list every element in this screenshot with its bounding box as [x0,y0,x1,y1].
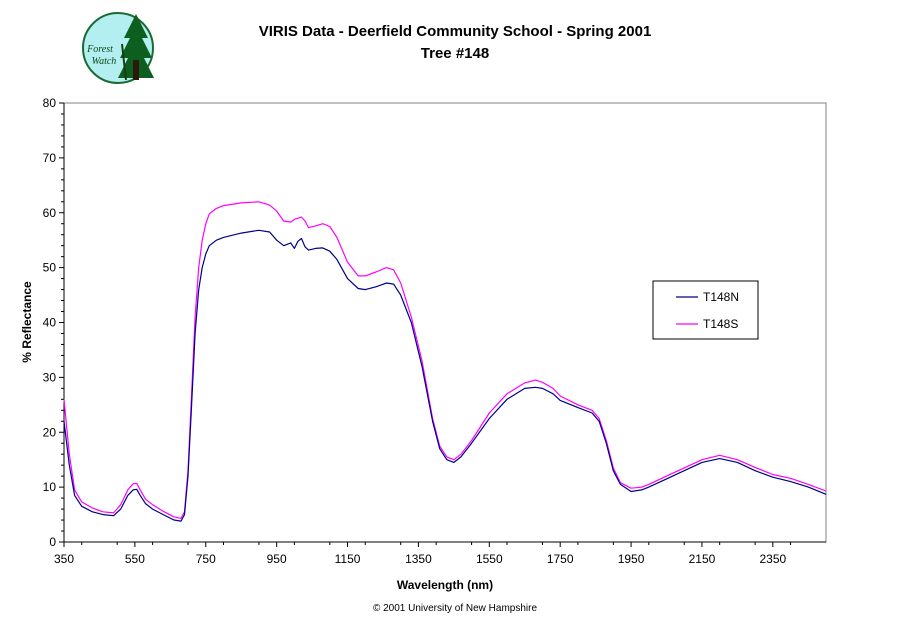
forest-watch-logo: Forest Watch [82,12,154,84]
x-tick-label: 950 [267,552,287,566]
x-tick-label: 550 [125,552,145,566]
x-tick-label: 350 [54,552,74,566]
y-tick-label: 30 [43,370,57,384]
chart-title: VIRIS Data - Deerfield Community School … [259,23,652,40]
x-tick-label: 1750 [547,552,574,566]
y-tick-label: 40 [43,316,57,330]
copyright-credit: © 2001 University of New Hampshire [373,603,538,614]
y-tick-label: 60 [43,206,57,220]
y-tick-label: 0 [49,535,56,549]
y-tick-label: 20 [43,425,57,439]
legend-label-t148n: T148N [703,290,739,304]
x-tick-label: 1350 [405,552,432,566]
x-tick-label: 1550 [476,552,503,566]
legend-box [652,280,759,340]
x-tick-label: 1150 [335,552,361,566]
tree-icon [118,14,154,81]
x-tick-label: 2350 [759,552,786,566]
x-axis-label: Wavelength (nm) [397,578,493,592]
x-tick-label: 1950 [618,552,645,566]
series-line-t148s [63,201,827,520]
x-tick-label: 750 [196,552,216,566]
y-tick-label: 70 [43,151,57,165]
x-tick-label: 2150 [689,552,716,566]
y-tick-label: 10 [43,480,57,494]
logo-text-watch: Watch [92,56,117,67]
logo-text-forest: Forest [86,44,113,55]
legend-label-t148s: T148S [703,317,738,331]
axes: 0 10 20 30 40 50 60 70 80 350 550 750 950 1150 1350 155… [43,96,826,566]
series-line-t148n [63,229,827,522]
y-tick-label: 50 [43,261,57,275]
chart-subtitle: Tree #148 [421,45,489,62]
series-layer [63,201,827,522]
y-tick-label: 80 [43,96,57,110]
legend: T148N T148S [652,280,759,340]
y-axis-label: % Reflectance [20,281,34,363]
